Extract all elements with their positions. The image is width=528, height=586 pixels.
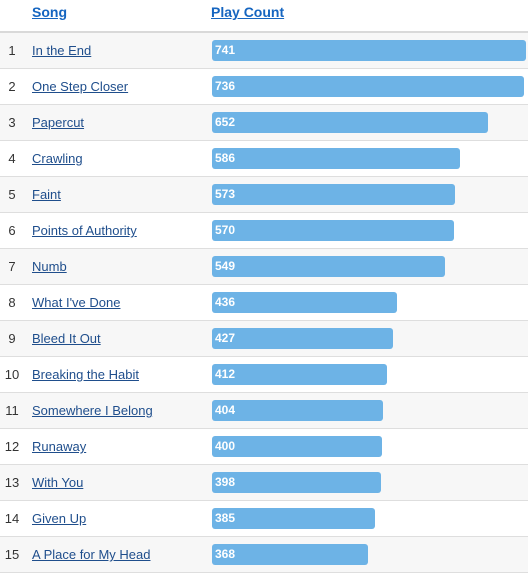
play-count-column-header[interactable]: Play Count [211, 4, 285, 20]
play-count-value: 586 [215, 151, 236, 165]
song-link[interactable]: One Step Closer [32, 79, 129, 94]
play-count-bar: 573 [212, 184, 455, 205]
song-link[interactable]: Runaway [32, 439, 87, 454]
play-count-bar: 398 [212, 472, 381, 493]
song-link[interactable]: With You [32, 475, 84, 490]
table-row: 15 A Place for My Head 368 [0, 537, 528, 573]
play-count-value: 652 [215, 115, 236, 129]
table-row: 8 What I've Done 436 [0, 285, 528, 321]
table-row: 4 Crawling 586 [0, 141, 528, 177]
play-count-value: 400 [215, 439, 236, 453]
song-link[interactable]: Given Up [32, 511, 87, 526]
table-row: 3 Papercut 652 [0, 105, 528, 141]
play-count-bar: 436 [212, 292, 397, 313]
play-count-bar: 570 [212, 220, 454, 241]
rank-number: 4 [8, 151, 16, 166]
play-count-value: 368 [215, 547, 236, 561]
table-row: 13 With You 398 [0, 465, 528, 501]
rank-number: 2 [8, 79, 16, 94]
song-link[interactable]: Papercut [32, 115, 85, 130]
rank-number: 10 [4, 367, 20, 382]
play-count-bar: 385 [212, 508, 375, 529]
table-row: 2 One Step Closer 736 [0, 69, 528, 105]
rank-number: 14 [4, 511, 20, 526]
play-count-table: Song Play Count 1 In the End 741 2 One Step … [0, 0, 528, 573]
play-count-value: 741 [215, 43, 236, 57]
rank-number: 12 [4, 439, 20, 454]
table-body: 1 In the End 741 2 One Step Closer 736 3 Paperc… [0, 33, 528, 573]
rank-number: 3 [8, 115, 16, 130]
song-link[interactable]: Crawling [32, 151, 83, 166]
play-count-bar: 586 [212, 148, 460, 169]
play-count-bar: 427 [212, 328, 393, 349]
song-link[interactable]: Numb [32, 259, 67, 274]
rank-number: 9 [8, 331, 16, 346]
rank-number: 8 [8, 295, 16, 310]
play-count-value: 549 [215, 259, 236, 273]
rank-number: 6 [8, 223, 16, 238]
rank-number: 5 [8, 187, 16, 202]
play-count-bar: 368 [212, 544, 368, 565]
table-row: 6 Points of Authority 570 [0, 213, 528, 249]
play-count-value: 570 [215, 223, 236, 237]
play-count-bar: 652 [212, 112, 488, 133]
play-count-value: 436 [215, 295, 236, 309]
play-count-bar: 400 [212, 436, 382, 457]
play-count-value: 385 [215, 511, 236, 525]
play-count-bar: 412 [212, 364, 387, 385]
song-link[interactable]: Somewhere I Belong [32, 403, 153, 418]
play-count-value: 412 [215, 367, 236, 381]
table-header: Song Play Count [0, 0, 528, 33]
rank-number: 7 [8, 259, 16, 274]
table-row: 7 Numb 549 [0, 249, 528, 285]
song-link[interactable]: Bleed It Out [32, 331, 101, 346]
song-link[interactable]: What I've Done [32, 295, 121, 310]
play-count-bar: 741 [212, 40, 526, 61]
song-link[interactable]: Faint [32, 187, 61, 202]
play-count-value: 573 [215, 187, 236, 201]
play-count-bar: 404 [212, 400, 383, 421]
song-link[interactable]: Points of Authority [32, 223, 137, 238]
song-link[interactable]: In the End [32, 43, 92, 58]
rank-number: 15 [4, 547, 20, 562]
rank-number: 11 [5, 403, 19, 418]
play-count-bar: 549 [212, 256, 445, 277]
play-count-value: 404 [215, 403, 236, 417]
table-row: 12 Runaway 400 [0, 429, 528, 465]
rank-number: 1 [8, 43, 16, 58]
play-count-bar: 736 [212, 76, 524, 97]
table-row: 14 Given Up 385 [0, 501, 528, 537]
rank-number: 13 [4, 475, 20, 490]
table-row: 11 Somewhere I Belong 404 [0, 393, 528, 429]
play-count-value: 736 [215, 79, 236, 93]
table-row: 1 In the End 741 [0, 33, 528, 69]
song-column-header[interactable]: Song [32, 4, 67, 20]
table-row: 5 Faint 573 [0, 177, 528, 213]
play-count-value: 398 [215, 475, 236, 489]
table-row: 10 Breaking the Habit 412 [0, 357, 528, 393]
song-link[interactable]: A Place for My Head [32, 547, 151, 562]
song-link[interactable]: Breaking the Habit [32, 367, 139, 382]
play-count-value: 427 [215, 331, 236, 345]
table-row: 9 Bleed It Out 427 [0, 321, 528, 357]
